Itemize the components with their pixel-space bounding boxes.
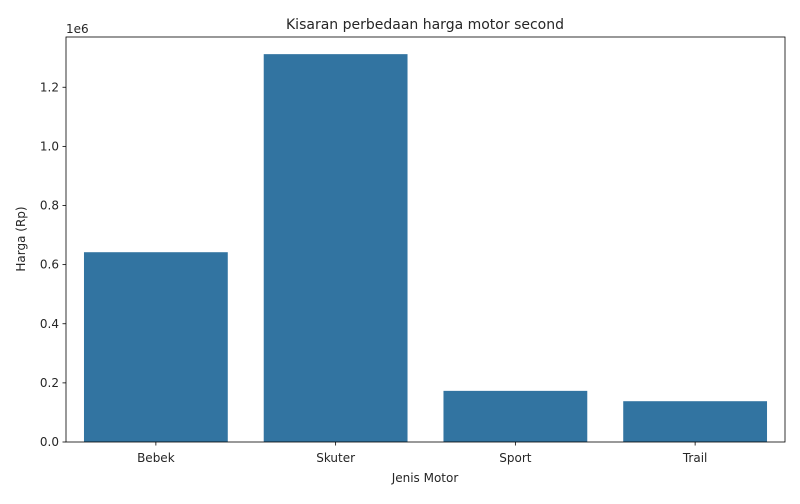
x-ticks-group: Bebek Skuter Sport Trail <box>137 442 707 465</box>
x-tick-label: Skuter <box>316 451 355 465</box>
y-axis-label: Harga (Rp) <box>14 206 28 271</box>
y-tick-label: 0.2 <box>40 376 59 390</box>
bars-group <box>83 54 768 442</box>
bar-sport <box>443 390 588 442</box>
chart-title: Kisaran perbedaan harga motor second <box>286 17 564 33</box>
y-axis-offset-label: 1e6 <box>66 22 89 36</box>
y-tick-label: 0.0 <box>40 435 59 449</box>
x-tick-label: Sport <box>499 451 532 465</box>
bar-trail <box>623 401 768 442</box>
y-ticks-group: 0.0 0.2 0.4 0.6 0.8 1.0 1.2 <box>40 80 66 449</box>
y-tick-label: 1.2 <box>40 80 59 94</box>
y-tick-label: 0.8 <box>40 199 59 213</box>
bar-bebek <box>83 252 228 442</box>
x-axis-label: Jenis Motor <box>391 471 459 485</box>
y-tick-label: 0.4 <box>40 317 59 331</box>
plot-frame <box>65 36 786 443</box>
y-tick-label: 0.6 <box>40 258 59 272</box>
y-tick-label: 1.0 <box>40 139 59 153</box>
bar-skuter <box>263 54 408 442</box>
x-tick-label: Bebek <box>137 451 175 465</box>
x-tick-label: Trail <box>682 451 708 465</box>
